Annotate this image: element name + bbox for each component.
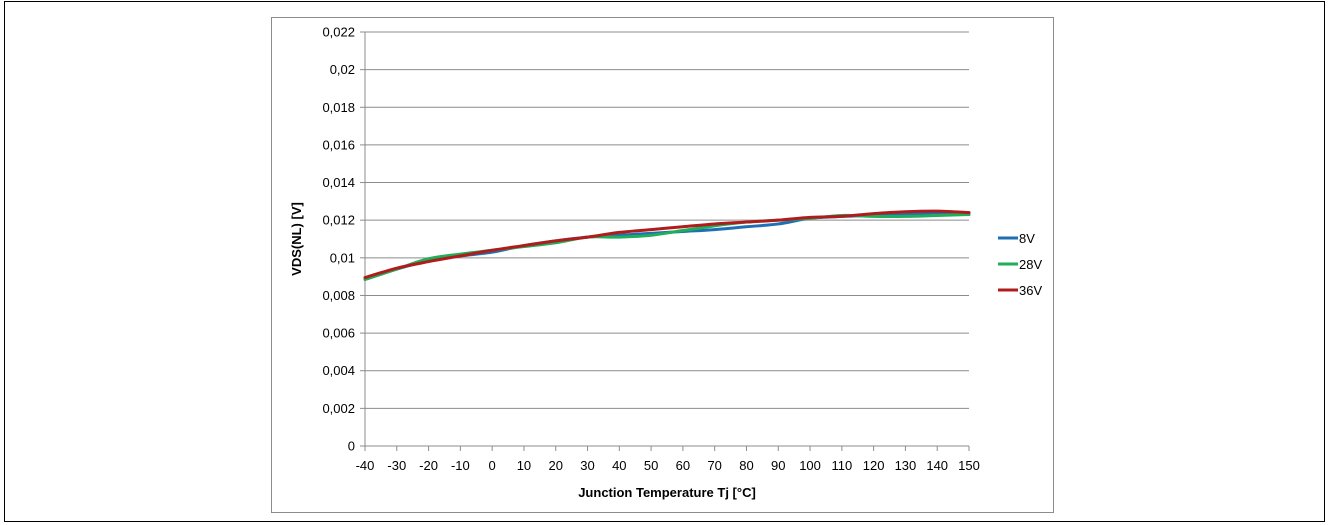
axes <box>360 31 970 451</box>
x-tick-label: -20 <box>419 458 438 473</box>
y-tick-label: 0,006 <box>322 326 355 341</box>
x-tick-label: 30 <box>580 458 594 473</box>
legend-label-36v: 36V <box>1019 283 1042 298</box>
x-tick-label: 150 <box>958 458 980 473</box>
x-tick-label: 20 <box>549 458 563 473</box>
y-tick-label: 0,01 <box>330 250 355 265</box>
y-tick-labels: 0 0,002 0,004 0,006 0,008 0,01 0,012 0,014 0,016… <box>322 25 355 454</box>
x-tick-label: 10 <box>517 458 531 473</box>
x-tick-label: -10 <box>451 458 470 473</box>
y-tick-label: 0,012 <box>322 213 355 228</box>
legend: 8V 28V 36V <box>998 231 1042 298</box>
x-tick-label: 80 <box>739 458 753 473</box>
y-tick-label: 0 <box>348 439 355 454</box>
series-line-8v <box>363 211 971 281</box>
y-axis-title: VDS(NL) [V] <box>289 202 304 276</box>
series-line-28v <box>363 213 971 281</box>
series-lines <box>363 209 971 281</box>
x-tick-label: 140 <box>926 458 948 473</box>
y-tick-label: 0,004 <box>322 363 355 378</box>
y-tick-label: 0,02 <box>330 62 355 77</box>
x-tick-label: 120 <box>863 458 885 473</box>
x-tick-label: 60 <box>676 458 690 473</box>
x-tick-label: 50 <box>644 458 658 473</box>
x-tick-label: -40 <box>356 458 375 473</box>
x-tick-label: 110 <box>831 458 852 473</box>
y-tick-label: 0,002 <box>322 401 355 416</box>
x-tick-label: -30 <box>387 458 406 473</box>
x-tick-label: 70 <box>707 458 721 473</box>
x-tick-label: 40 <box>612 458 626 473</box>
legend-label-8v: 8V <box>1019 231 1035 246</box>
x-tick-label: 130 <box>895 458 917 473</box>
y-tick-label: 0,008 <box>322 288 355 303</box>
legend-label-28v: 28V <box>1019 257 1042 272</box>
chart-area <box>271 17 1054 513</box>
x-tick-label: 0 <box>489 458 496 473</box>
y-tick-label: 0,014 <box>322 175 355 190</box>
x-tick-label: 90 <box>771 458 785 473</box>
y-tick-label: 0,022 <box>322 25 355 40</box>
series-line-36v <box>363 209 971 280</box>
y-tick-label: 0,018 <box>322 100 355 115</box>
x-tick-label: 100 <box>799 458 821 473</box>
y-tick-label: 0,016 <box>322 137 355 152</box>
x-tick-labels: -40 -30 -20 -10 0 10 20 30 40 50 60 70 80 90 100 110 120… <box>356 458 980 473</box>
gridlines <box>365 31 969 409</box>
x-axis-title: Junction Temperature Tj [°C] <box>578 485 756 500</box>
